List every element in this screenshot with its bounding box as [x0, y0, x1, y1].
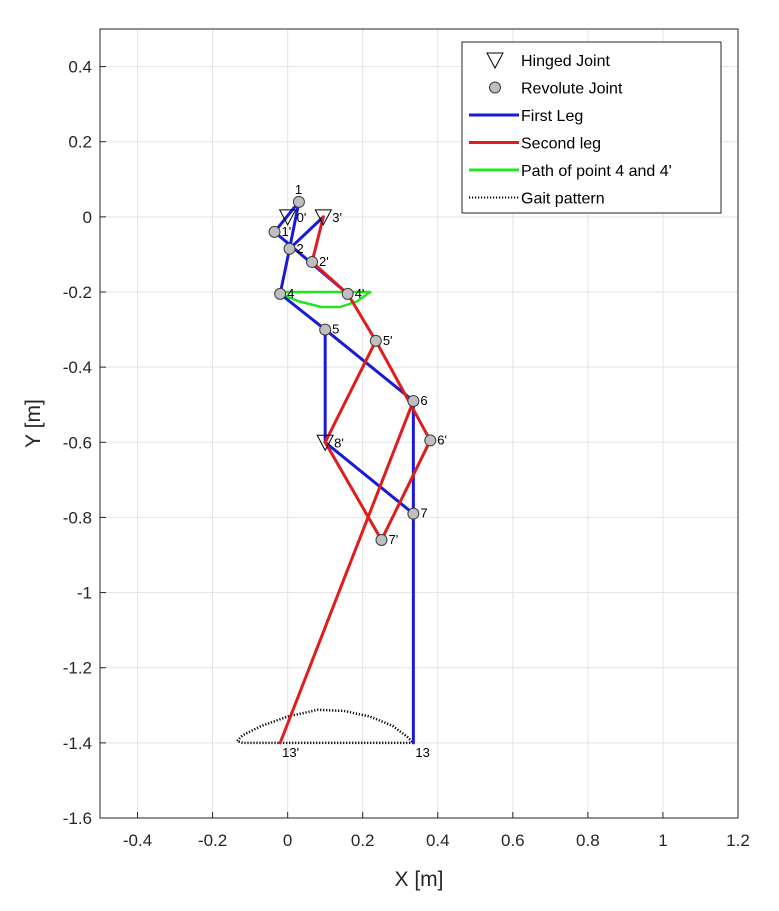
- hinged-joint-marker: [314, 209, 333, 226]
- y-tick-label: 0.2: [68, 133, 92, 152]
- foot-point-label: 13: [415, 745, 429, 760]
- revolute-joint-marker: [306, 255, 319, 268]
- revolute-joint-label: 6': [437, 432, 447, 447]
- foot-point-label: 13': [282, 745, 299, 760]
- hinged-joint-label: 0': [297, 210, 307, 225]
- y-tick-label: -1: [77, 584, 92, 603]
- path-of-point-4-line: [279, 290, 372, 309]
- x-tick-label: 0.2: [351, 831, 375, 850]
- x-tick-label: 1: [658, 831, 667, 850]
- revolute-joint-label: 7: [420, 506, 427, 521]
- legend: Hinged Joint Revolute Joint First Leg Secon…: [461, 41, 722, 214]
- hinge-layer: [278, 209, 335, 452]
- gait-layer: [234, 708, 417, 745]
- revolute-joint-marker: [283, 242, 296, 255]
- first-leg-segment: [273, 200, 301, 234]
- revolute-joint-label: 4: [287, 286, 294, 301]
- y-tick-label: -0.2: [63, 283, 92, 302]
- revolute-joint-marker: [341, 287, 354, 300]
- second-leg-segment: [346, 292, 378, 343]
- hinged-joint-marker: [278, 209, 297, 226]
- y-tick-label: -1.2: [63, 659, 92, 678]
- gait-pattern-line: [234, 708, 417, 745]
- revolute-joint-marker: [274, 287, 287, 300]
- x-tick-label: 0.6: [501, 831, 525, 850]
- legend-entry-label: Second leg: [521, 136, 601, 153]
- second-leg-segment: [310, 215, 325, 264]
- revolute-joint-marker: [407, 394, 420, 407]
- first-leg-segment: [323, 328, 415, 403]
- revolute-joint-label: 7': [388, 532, 398, 547]
- y-tick-label: -0.6: [63, 433, 92, 452]
- first-leg-segment: [278, 292, 327, 332]
- second-leg-segment: [310, 260, 350, 296]
- y-tick-label: 0: [83, 208, 92, 227]
- second-leg-layer: [278, 215, 432, 745]
- legend-box: [461, 41, 722, 214]
- revolute-joint-marker: [292, 195, 305, 208]
- revolute-joint-marker: [268, 225, 281, 238]
- revolute-joint-marker: [369, 334, 382, 347]
- legend-entry-label: Gait pattern: [521, 191, 605, 208]
- first-leg-segment: [288, 200, 301, 251]
- x-tick-label: 0.8: [576, 831, 600, 850]
- revolute-joint-label: 1': [282, 224, 292, 239]
- y-tick-label: 0.4: [68, 58, 92, 77]
- hinged-joint-marker: [316, 434, 335, 452]
- ticks: -0.4 -0.2 0 0.2 0.4 0.6 0.8 1 1.2 -1.6 -1.4 -1.2 -1 -…: [63, 58, 750, 850]
- revolute-joint-marker: [319, 323, 332, 336]
- legend-entry-label: Hinged Joint: [521, 53, 611, 70]
- revolute-joint-marker: [424, 434, 437, 447]
- x-axis-label: X [m]: [394, 868, 443, 891]
- hinged-joint-label: 8': [334, 435, 344, 450]
- axes-box: [99, 28, 739, 819]
- revolute-joint-label: 4': [355, 286, 365, 301]
- first-leg-segment: [278, 247, 292, 296]
- legend-entry-label: Path of point 4 and 4': [521, 163, 672, 180]
- y-tick-label: -0.4: [63, 358, 92, 377]
- first-leg-segment: [288, 215, 325, 251]
- x-tick-label: 0: [283, 831, 292, 850]
- y-tick-label: -0.8: [63, 508, 92, 527]
- label-layer: 0' 3' 8' 1 1' 2 2' 4 4' 5 5' 6 6' 7 7' 13 13': [282, 182, 447, 760]
- path-layer: [279, 290, 372, 309]
- revolute-joint-label: 5': [383, 333, 393, 348]
- x-tick-label: -0.4: [123, 831, 152, 850]
- second-leg-segment: [323, 339, 378, 444]
- legend-entry-label: Revolute Joint: [521, 81, 623, 98]
- legend-revolute-swatch: [489, 81, 501, 94]
- revolute-joint-label: 5: [332, 322, 339, 337]
- legend-entry-label: First Leg: [521, 108, 583, 125]
- second-leg-segment: [278, 399, 415, 745]
- revolute-joint-label: 2: [297, 241, 304, 256]
- revolute-joint-label: 2': [319, 254, 329, 269]
- y-axis-label: Y [m]: [22, 399, 45, 448]
- second-leg-segment: [323, 440, 383, 542]
- y-tick-label: -1.4: [63, 734, 92, 753]
- joint-layer: [268, 195, 437, 546]
- second-leg-segment: [374, 339, 432, 442]
- x-tick-label: 0.4: [426, 831, 450, 850]
- revolute-joint-marker: [375, 533, 388, 546]
- x-tick-label: 1.2: [726, 831, 750, 850]
- hinged-joint-label: 3': [332, 210, 342, 225]
- y-tick-label: -1.6: [63, 809, 92, 828]
- x-tick-label: -0.2: [198, 831, 227, 850]
- legend-hinge-swatch: [486, 52, 504, 70]
- revolute-joint-label: 6: [420, 393, 427, 408]
- second-leg-segment: [379, 438, 432, 542]
- revolute-joint-marker: [407, 507, 420, 520]
- revolute-joint-label: 1: [295, 182, 302, 197]
